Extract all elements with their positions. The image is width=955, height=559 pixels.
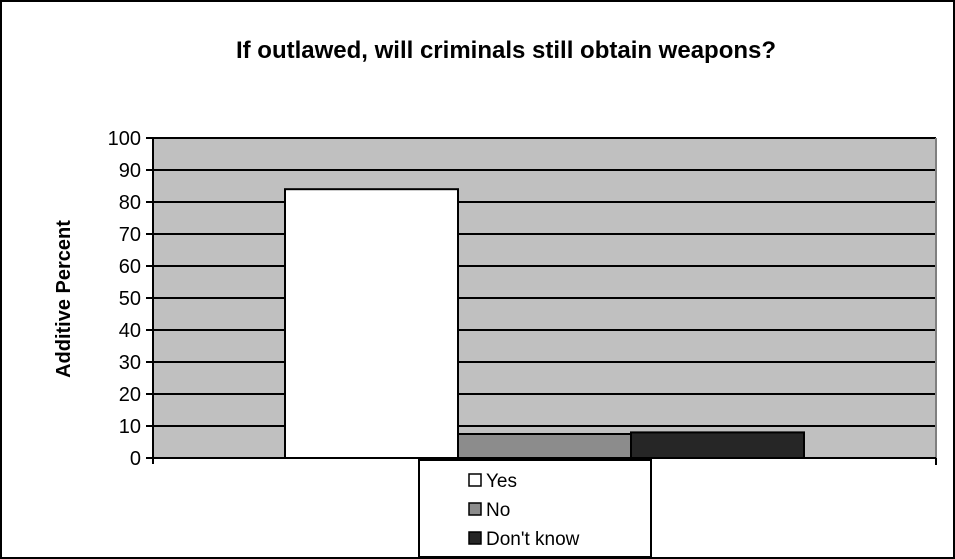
legend-swatch — [468, 502, 482, 516]
y-tick-label: 90 — [119, 160, 141, 182]
legend-swatch — [468, 531, 482, 545]
y-tick-label: 70 — [119, 224, 141, 246]
legend-box — [418, 459, 652, 558]
chart-title: If outlawed, will criminals still obtain… — [236, 37, 776, 64]
y-tick-label: 50 — [119, 288, 141, 310]
y-tick-label: 20 — [119, 384, 141, 406]
legend-label: Don't know — [486, 529, 580, 550]
bar-yes — [284, 188, 459, 459]
y-tick-label: 60 — [119, 256, 141, 278]
y-tick-label: 30 — [119, 352, 141, 374]
bar-don-t-know — [630, 431, 805, 459]
y-axis-label: Additive Percent — [53, 220, 75, 378]
legend-label: No — [486, 500, 510, 521]
y-tick-label: 10 — [119, 416, 141, 438]
legend-label: Yes — [486, 471, 517, 492]
y-tick-label: 100 — [108, 128, 141, 150]
legend: Yes No Don't know — [418, 459, 652, 558]
y-tick-label: 0 — [130, 448, 141, 470]
plot-area: 0 10 20 30 40 50 60 70 80 90 100 — [108, 128, 937, 470]
bar-no — [457, 433, 632, 459]
legend-swatch — [468, 473, 482, 487]
y-tick-label: 40 — [119, 320, 141, 342]
y-tick-label: 80 — [119, 192, 141, 214]
